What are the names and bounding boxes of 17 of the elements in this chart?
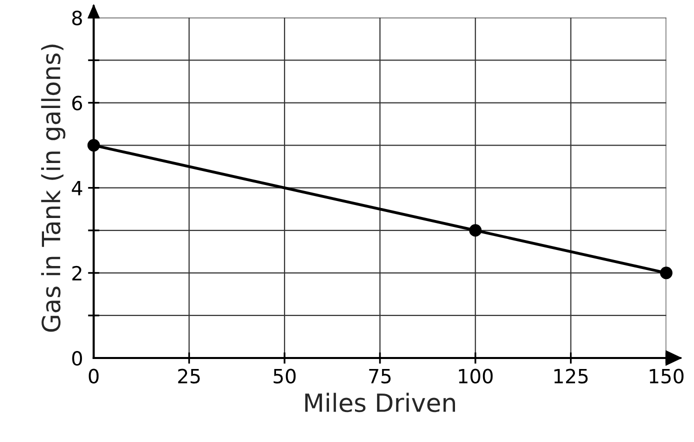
y-tick-label: 6	[72, 96, 82, 110]
x-tick-label: 150	[650, 368, 684, 384]
x-tick-label: 100	[458, 368, 493, 384]
x-tick-label: 25	[178, 368, 200, 384]
x-tick-label: 125	[554, 368, 588, 384]
y-tick-label: 4	[72, 181, 82, 196]
y-tick-label: 8	[72, 10, 82, 26]
y-tick-label: 2	[72, 266, 82, 280]
x-tick-label: 0	[88, 368, 99, 384]
x-tick-label: 75	[369, 369, 391, 384]
y-tick-label: 0	[72, 350, 82, 366]
point	[87, 139, 100, 152]
x-axis-title: Miles Driven	[305, 392, 455, 412]
y-axis-title: Gas in Tank (in gallons)	[41, 44, 66, 332]
point	[660, 266, 672, 280]
point	[469, 224, 482, 237]
x-tick-label: 50	[274, 368, 296, 384]
